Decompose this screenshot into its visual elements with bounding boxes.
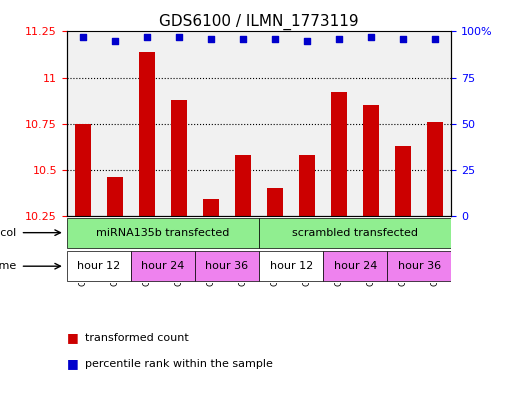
Text: hour 24: hour 24 [333,261,377,271]
Bar [331,92,347,216]
Text: ■: ■ [67,357,78,370]
Bar [67,31,98,216]
Point [78,34,87,40]
Point [303,37,311,44]
Bar [139,52,155,216]
Bar [267,188,283,216]
Bar [195,31,227,216]
Bar [259,31,291,216]
Text: time: time [0,261,16,271]
Bar [203,199,219,216]
FancyBboxPatch shape [259,218,451,248]
Text: hour 36: hour 36 [398,261,441,271]
Bar [427,122,443,216]
Point [399,36,407,42]
Text: hour 12: hour 12 [269,261,313,271]
Bar [323,31,355,216]
Point [239,36,247,42]
Bar [98,31,131,216]
FancyBboxPatch shape [323,251,387,281]
Text: hour 24: hour 24 [141,261,185,271]
FancyBboxPatch shape [67,251,131,281]
Point [175,34,183,40]
FancyBboxPatch shape [67,218,259,248]
Text: scrambled transfected: scrambled transfected [292,228,418,238]
Bar [75,124,91,216]
Text: hour 12: hour 12 [77,261,121,271]
FancyBboxPatch shape [195,251,259,281]
Bar [299,155,315,216]
Text: ■: ■ [67,331,78,345]
Bar [235,155,251,216]
Bar [131,31,163,216]
Title: GDS6100 / ILMN_1773119: GDS6100 / ILMN_1773119 [159,14,359,30]
Point [335,36,343,42]
Point [431,36,440,42]
Bar [171,100,187,216]
Text: hour 36: hour 36 [205,261,249,271]
Bar [107,177,123,216]
Bar [291,31,323,216]
FancyBboxPatch shape [259,251,323,281]
Text: protocol: protocol [0,228,16,238]
FancyBboxPatch shape [131,251,195,281]
Bar [227,31,259,216]
Point [271,36,279,42]
Text: transformed count: transformed count [85,333,188,343]
Bar [387,31,420,216]
Bar [396,146,411,216]
Text: percentile rank within the sample: percentile rank within the sample [85,358,272,369]
Text: miRNA135b transfected: miRNA135b transfected [96,228,229,238]
Bar [420,31,451,216]
Point [111,37,119,44]
Bar [363,105,379,216]
Point [367,34,376,40]
Bar [355,31,387,216]
FancyBboxPatch shape [387,251,451,281]
Point [143,34,151,40]
Bar [163,31,195,216]
Point [207,36,215,42]
